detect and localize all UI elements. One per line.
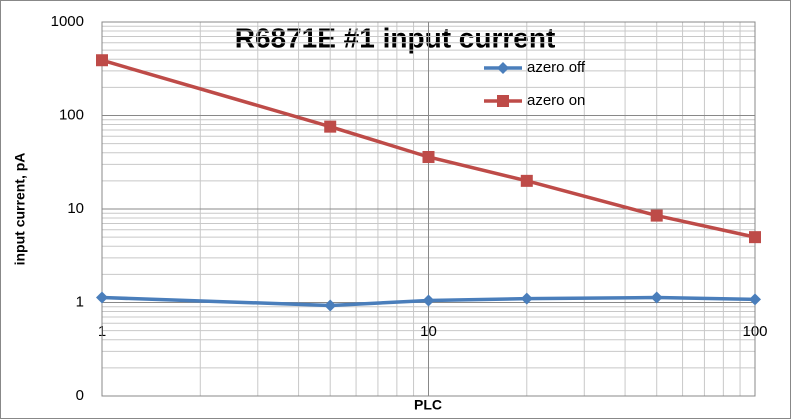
marker [520, 174, 533, 187]
y-axis-title: input current, pA [12, 153, 28, 266]
legend-label: azero on [527, 92, 585, 109]
y-tick-label: 0 [76, 387, 84, 404]
series-line [101, 295, 756, 308]
marker [650, 291, 663, 304]
marker [422, 294, 435, 307]
marker [324, 120, 337, 133]
marker [96, 291, 108, 304]
y-tick-label: 1 [76, 293, 84, 310]
marker [324, 299, 337, 312]
marker [422, 150, 435, 163]
legend-label: azero off [527, 59, 586, 76]
x-axis-title: PLC [414, 397, 442, 413]
legend-item: azero on [484, 92, 585, 109]
marker [749, 293, 761, 306]
marker [497, 62, 509, 74]
marker [749, 231, 761, 244]
marker [520, 292, 533, 305]
marker [650, 209, 663, 222]
y-tick-label: 100 [59, 106, 84, 123]
x-tick-label: 10 [420, 323, 437, 340]
series-line [101, 58, 756, 239]
marker [96, 54, 108, 67]
y-tick-label: 1000 [51, 13, 84, 30]
legend-item: azero off [484, 59, 586, 76]
chart-title: R6871E #1 input current [235, 22, 556, 53]
plot-border [101, 21, 756, 397]
y-tick-label: 10 [67, 200, 84, 217]
marker [497, 95, 509, 107]
